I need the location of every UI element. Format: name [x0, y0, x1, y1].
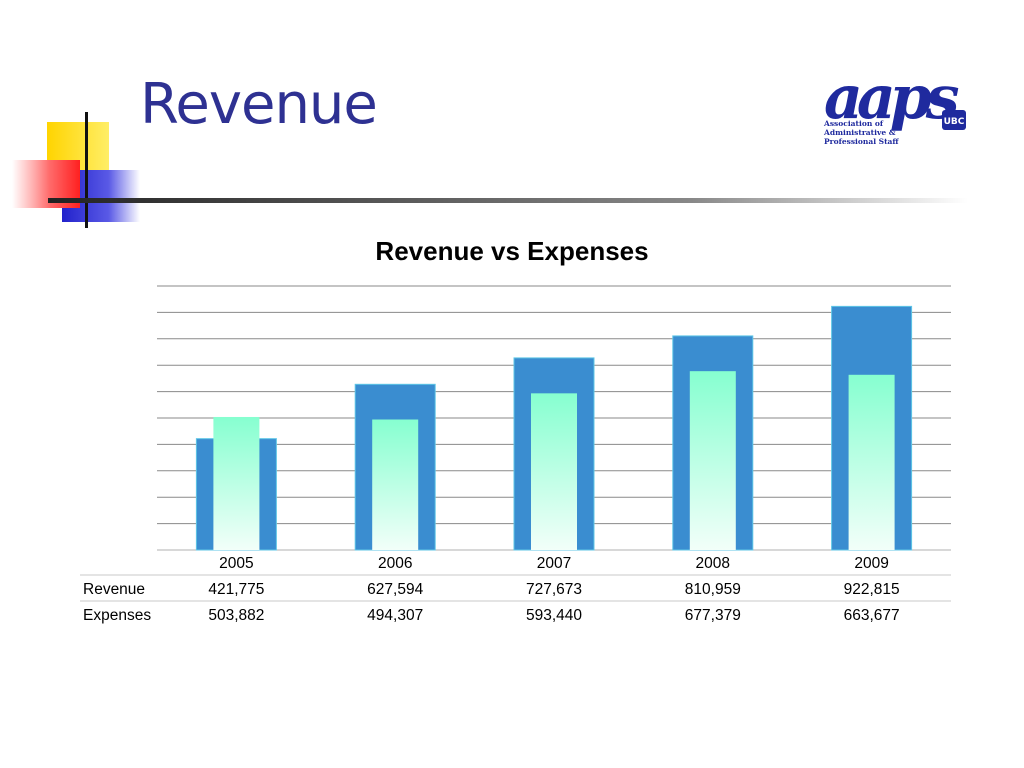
- bar-expenses-2008: [689, 371, 736, 550]
- table-header-2008: 2008: [696, 555, 730, 572]
- slide-title: Revenue: [140, 72, 378, 137]
- aaps-logo: aaps UBC Association of Administrative &…: [823, 68, 966, 146]
- table-cell-revenue-2006: 627,594: [367, 581, 423, 598]
- table-header-2006: 2006: [378, 555, 412, 572]
- table-cell-expenses-2008: 677,379: [685, 607, 741, 624]
- table-header-2007: 2007: [537, 555, 571, 572]
- bar-expenses-2007: [531, 393, 577, 550]
- table-cell-revenue-2008: 810,959: [685, 581, 741, 598]
- table-cell-expenses-2005: 503,882: [208, 607, 264, 624]
- logo-badge-frame: [942, 110, 966, 130]
- table-row-label-revenue: Revenue: [83, 581, 145, 598]
- logo-line-3: Professional Staff: [824, 137, 899, 146]
- table-row-label-expenses: Expenses: [83, 607, 151, 624]
- logo-wordmark: aaps: [824, 68, 959, 133]
- logo-line-1: Association of: [823, 119, 884, 128]
- logo-line-2: Administrative &: [823, 128, 896, 137]
- logo-badge: UBC: [944, 117, 965, 127]
- table-cell-expenses-2009: 663,677: [844, 607, 900, 624]
- horizontal-rule: [48, 198, 968, 203]
- title-decoration: [12, 112, 968, 228]
- table-cell-expenses-2006: 494,307: [367, 607, 423, 624]
- bars: [195, 305, 913, 551]
- bar-expenses-2009: [848, 374, 895, 550]
- table-cell-expenses-2007: 593,440: [526, 607, 582, 624]
- vertical-rule: [85, 112, 88, 228]
- table-cell-revenue-2005: 421,775: [208, 581, 264, 598]
- data-table: 2005 2006 2007 2008 2009 Revenue 421,775 627,59…: [80, 555, 951, 624]
- bar-expenses-2005: [213, 416, 260, 550]
- table-header-2009: 2009: [854, 555, 888, 572]
- bar-expenses-2006: [372, 419, 419, 550]
- table-header-2005: 2005: [219, 555, 253, 572]
- chart-title: Revenue vs Expenses: [375, 236, 649, 266]
- table-cell-revenue-2009: 922,815: [844, 581, 900, 598]
- table-cell-revenue-2007: 727,673: [526, 581, 582, 598]
